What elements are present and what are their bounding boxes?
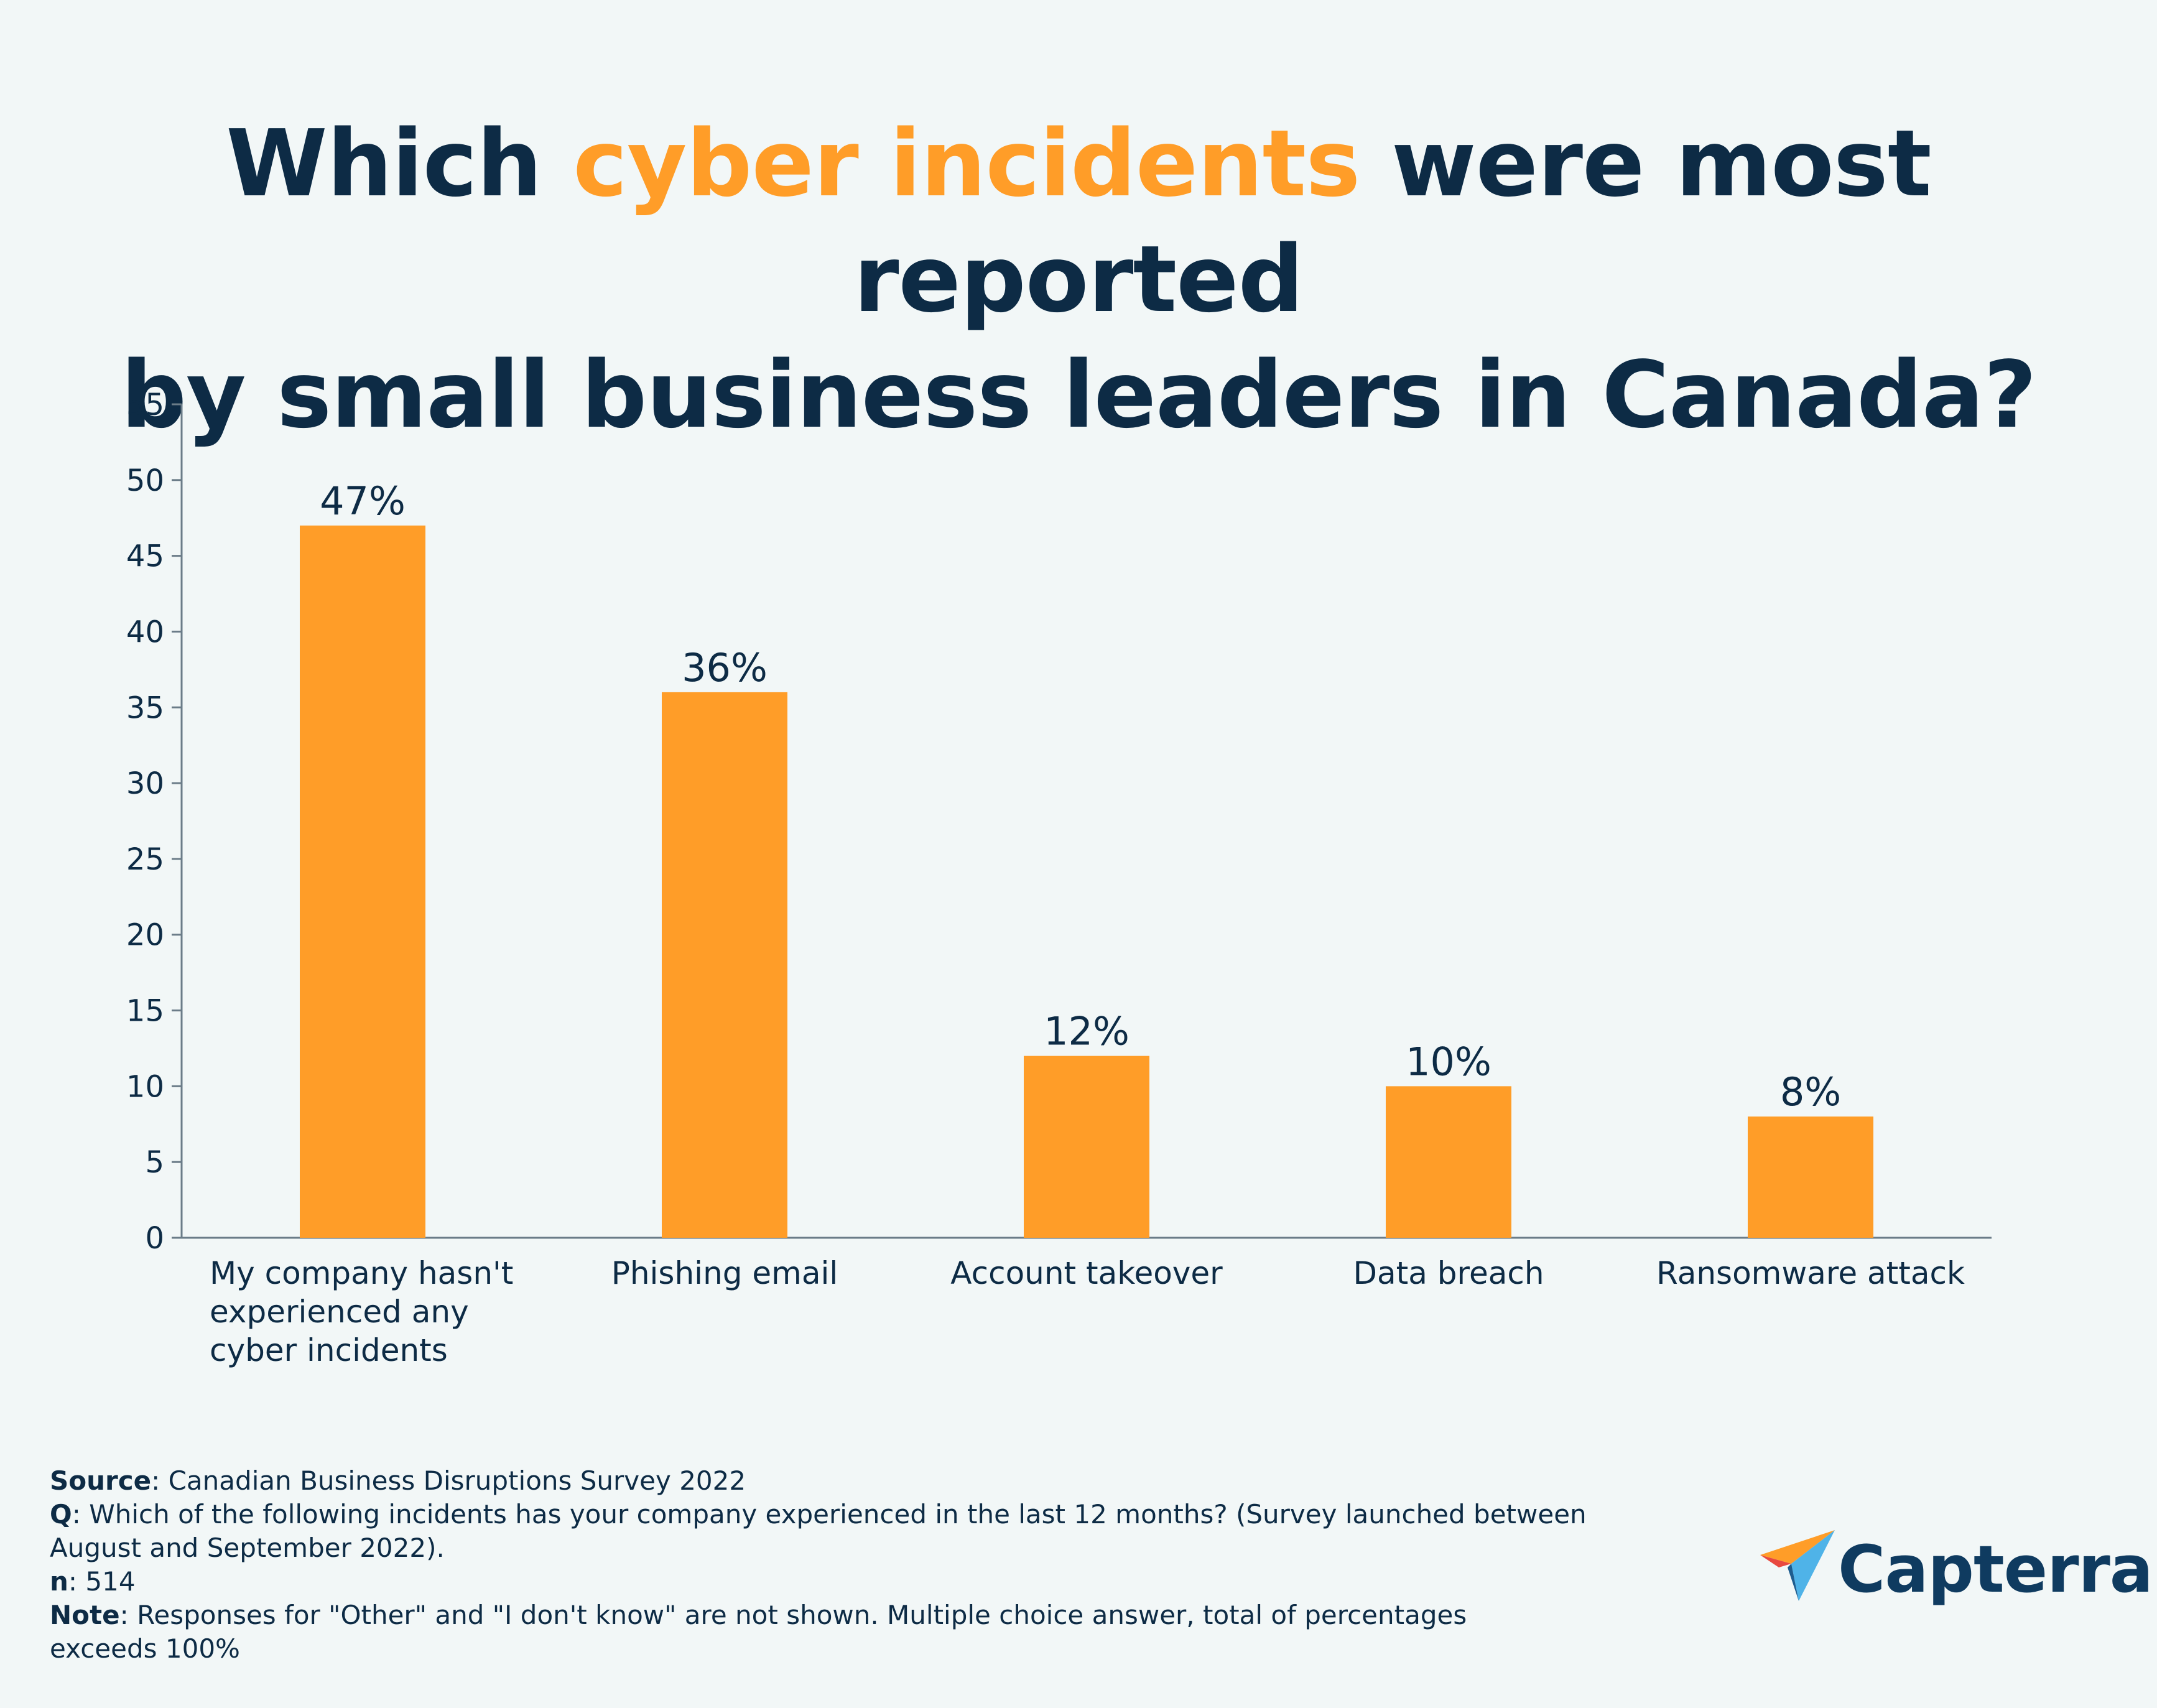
source-text: : Canadian Business Disruptions Survey 2… bbox=[151, 1465, 746, 1496]
y-tick-label: 45 bbox=[126, 539, 164, 574]
note-label: Note bbox=[50, 1600, 120, 1630]
note-line: Note: Responses for "Other" and "I don't… bbox=[50, 1599, 1667, 1632]
y-tick-label: 10 bbox=[126, 1069, 164, 1104]
value-labels: 47% 36% 12% 10% 8% bbox=[320, 478, 1841, 1115]
source-label: Source bbox=[50, 1465, 152, 1496]
sample-label: n bbox=[50, 1566, 68, 1597]
source-line: Source: Canadian Business Disruptions Su… bbox=[50, 1464, 1667, 1498]
chart-footer: Source: Canadian Business Disruptions Su… bbox=[50, 1464, 1667, 1666]
value-label: 47% bbox=[320, 478, 406, 524]
bar bbox=[300, 525, 425, 1238]
category-label-line: Ransomware attack bbox=[1656, 1255, 1965, 1291]
question-label: Q bbox=[50, 1499, 72, 1529]
bar bbox=[1748, 1116, 1873, 1238]
capterra-logo: Capterra bbox=[1760, 1526, 2153, 1613]
question-line: Q: Which of the following incidents has … bbox=[50, 1498, 1667, 1531]
category-label: My company hasn't experienced any cyber in… bbox=[210, 1255, 513, 1368]
y-tick-label: 20 bbox=[126, 918, 164, 953]
category-label: Phishing email bbox=[611, 1255, 838, 1291]
question-line-2: August and September 2022). bbox=[50, 1533, 445, 1563]
value-label: 12% bbox=[1044, 1009, 1130, 1054]
sample-text: : 514 bbox=[68, 1566, 136, 1597]
value-label: 36% bbox=[682, 645, 768, 690]
category-labels: My company hasn't experienced any cyber in… bbox=[210, 1255, 1965, 1368]
category-label: Account takeover bbox=[950, 1255, 1223, 1291]
y-tick-label: 5 bbox=[145, 1145, 164, 1180]
category-label-line: cyber incidents bbox=[210, 1332, 448, 1368]
y-tick-label: 50 bbox=[126, 463, 164, 498]
y-tick-label: 15 bbox=[126, 994, 164, 1029]
bar bbox=[662, 692, 787, 1238]
category-label: Data breach bbox=[1353, 1255, 1544, 1291]
category-label-line: Account takeover bbox=[950, 1255, 1223, 1291]
category-label-line: Data breach bbox=[1353, 1255, 1544, 1291]
category-label-line: Phishing email bbox=[611, 1255, 838, 1291]
title-highlight: cyber incidents bbox=[573, 110, 1360, 217]
capterra-brand: Capterra bbox=[1838, 1531, 2153, 1607]
y-tick-label: 55 bbox=[126, 388, 164, 422]
capterra-arrow-icon bbox=[1760, 1530, 1835, 1601]
category-label: Ransomware attack bbox=[1656, 1255, 1965, 1291]
title-part1: Which bbox=[226, 110, 573, 217]
y-tick-label: 25 bbox=[126, 842, 164, 877]
category-label-line: experienced any bbox=[210, 1294, 469, 1330]
value-label: 10% bbox=[1406, 1039, 1491, 1084]
y-tick-label: 30 bbox=[126, 766, 164, 801]
value-label: 8% bbox=[1780, 1069, 1841, 1115]
category-label-line: My company hasn't bbox=[210, 1255, 513, 1291]
title-line2: by small business leaders in Canada? bbox=[121, 341, 2037, 448]
y-tick-label: 40 bbox=[126, 615, 164, 649]
title-part2: were most reported bbox=[853, 110, 1931, 333]
sample-line: n: 514 bbox=[50, 1565, 1667, 1599]
bar bbox=[1386, 1086, 1511, 1238]
chart-title: Which cyber incidents were most reported… bbox=[0, 106, 2157, 453]
note-text: : Responses for "Other" and "I don't kno… bbox=[119, 1600, 1467, 1630]
y-tick-label: 0 bbox=[145, 1221, 164, 1256]
note-line-2: exceeds 100% bbox=[50, 1633, 240, 1664]
y-axis: 0 5 10 15 20 25 30 35 40 45 50 55 bbox=[126, 388, 183, 1256]
bar bbox=[1024, 1056, 1149, 1238]
y-tick-label: 35 bbox=[126, 690, 164, 725]
bars bbox=[300, 525, 1873, 1238]
question-text: : Which of the following incidents has y… bbox=[72, 1499, 1587, 1529]
